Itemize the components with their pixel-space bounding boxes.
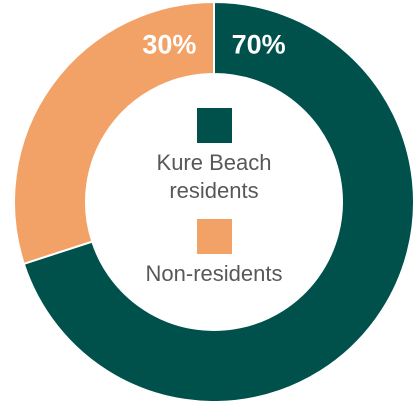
legend-label: Kure Beach residents	[156, 150, 272, 203]
legend-swatch	[196, 219, 232, 254]
value-label: 30%	[142, 29, 196, 59]
legend-swatch	[196, 108, 232, 143]
legend-label: Non-residents	[145, 261, 283, 286]
slice	[22, 0, 415, 401]
legend-item: Non-residents	[139, 219, 289, 288]
legend-item: Kure Beach residents	[139, 108, 289, 205]
slice	[13, 0, 215, 266]
value-label: 70%	[232, 29, 286, 59]
legend: Kure Beach residents Non-residents	[124, 108, 304, 302]
